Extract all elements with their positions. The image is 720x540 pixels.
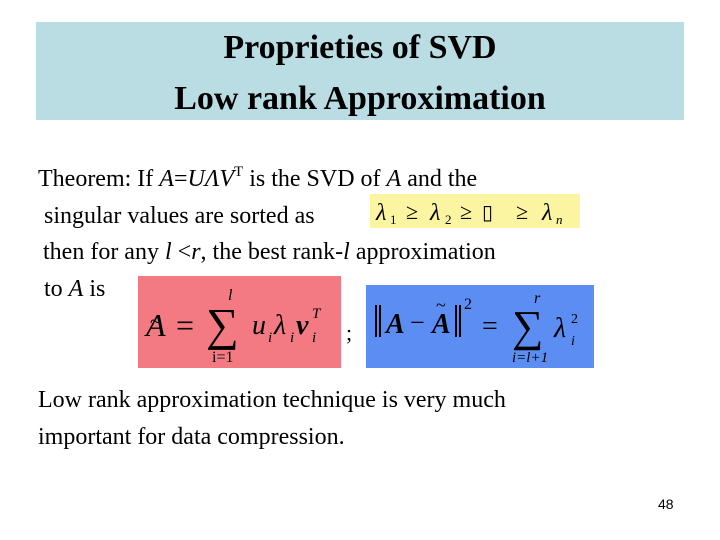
lambda-2-sub: 2 — [445, 212, 452, 227]
conclusion-line-2: important for data compression. — [38, 424, 345, 450]
lambda-i: λ — [273, 310, 286, 341]
var-l: l — [343, 239, 350, 265]
line4-b: is — [83, 276, 106, 302]
lambda-n-sub: n — [556, 212, 563, 227]
var-l: l — [164, 239, 172, 265]
lambda-2: λ — [429, 200, 440, 226]
title-box: Proprieties of SVD Low rank Approximatio… — [36, 22, 684, 120]
minus-sign: − — [410, 308, 425, 337]
var-v: V — [219, 166, 235, 192]
theorem-prefix: Theorem: If — [38, 166, 160, 192]
tilde-mark: ~ — [150, 311, 161, 333]
u-i: u — [252, 310, 266, 341]
matrix-a: A — [384, 309, 405, 340]
sorted-values-formula: λ 1 ≥ λ 2 ≥ ▯ ≥ λ n — [370, 194, 580, 228]
var-a: A — [386, 166, 402, 192]
v-sub: i — [312, 330, 316, 346]
page-number: 48 — [658, 496, 674, 512]
var-r: r — [191, 239, 201, 265]
sum-sign: ∑ — [512, 302, 543, 351]
theorem-line-3: then for any l <r, the best rank-l appro… — [43, 239, 496, 266]
error-formula: A − ~ A 2 = r ∑ i=l+1 λ i 2 — [366, 285, 594, 368]
theorem-line-1: Theorem: If A=UΛVT is the SVD of A and t… — [38, 164, 477, 193]
lambda-sub: i — [290, 330, 294, 346]
var-lambda: Λ — [204, 166, 220, 192]
a-tilde: A — [430, 309, 451, 340]
var-a: A — [68, 276, 84, 302]
formula-separator: ; — [346, 320, 353, 345]
eq-sign: = — [173, 166, 188, 192]
sum-upper: l — [228, 287, 233, 304]
lambda-sub: i — [571, 334, 575, 349]
equals-sign: = — [176, 307, 194, 343]
lambda-1: λ — [375, 200, 386, 226]
theorem-mid-2: and the — [401, 166, 478, 192]
approximation-formula: ~ A = l ∑ i=1 u i λ i v i T — [138, 276, 341, 368]
geq-3: ≥ — [516, 199, 528, 224]
line3-c: , the best rank- — [200, 239, 344, 265]
a-tilde: A — [144, 307, 166, 343]
u-sub: i — [268, 330, 272, 346]
sum-sign: ∑ — [206, 299, 239, 350]
lambda-n: λ — [541, 200, 552, 226]
line3-b: < — [171, 239, 192, 265]
transpose-sup: T — [234, 164, 244, 180]
lambda-i: λ — [553, 313, 566, 344]
sum-lower: i=1 — [212, 349, 233, 366]
placeholder-box: ▯ — [482, 202, 493, 224]
var-a: A — [159, 166, 174, 192]
equals-sign: = — [482, 311, 498, 342]
norm-exponent: 2 — [464, 296, 472, 313]
sum-upper: r — [534, 290, 541, 307]
line3-a: then for any — [43, 239, 165, 265]
theorem-line-4: to A is — [44, 276, 105, 303]
line3-d: approximation — [349, 239, 496, 265]
tilde-mark: ~ — [436, 295, 446, 315]
v-i: v — [296, 310, 309, 341]
v-transpose: T — [312, 306, 322, 322]
line4-a: to — [44, 276, 69, 302]
lambda-exponent: 2 — [571, 312, 578, 327]
geq-2: ≥ — [460, 199, 472, 224]
slide-title-line-1: Proprieties of SVD — [223, 29, 497, 66]
sum-lower: i=l+1 — [512, 350, 548, 366]
lambda-1-sub: 1 — [390, 212, 397, 227]
theorem-line-2: singular values are sorted as — [44, 203, 315, 229]
conclusion-line-1: Low rank approximation technique is very… — [38, 387, 506, 413]
theorem-mid-1: is the SVD of — [243, 166, 387, 192]
geq-1: ≥ — [406, 199, 418, 224]
slide-title-line-2: Low rank Approximation — [174, 80, 546, 117]
var-u: U — [187, 166, 205, 192]
